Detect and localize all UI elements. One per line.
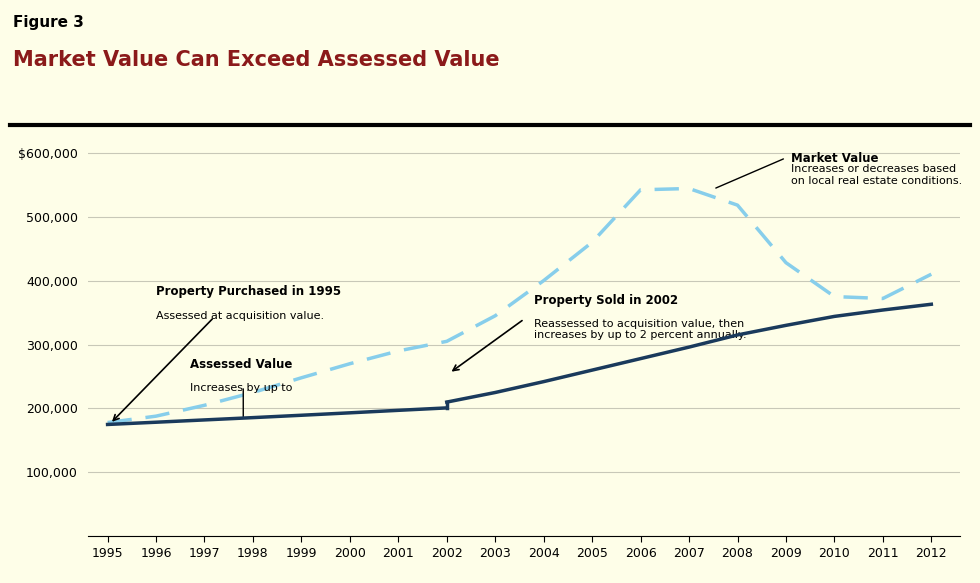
Text: Figure 3: Figure 3 xyxy=(13,15,83,30)
Text: increases by up to 2 percent annually.: increases by up to 2 percent annually. xyxy=(534,331,747,340)
Text: Assessed at acquisition value.: Assessed at acquisition value. xyxy=(156,311,324,321)
Text: on local real estate conditions.: on local real estate conditions. xyxy=(791,177,962,187)
Text: Market Value: Market Value xyxy=(791,152,878,165)
Text: Assessed Value: Assessed Value xyxy=(190,359,292,371)
Text: Property Purchased in 1995: Property Purchased in 1995 xyxy=(156,286,341,298)
Text: Increases by up to: Increases by up to xyxy=(190,383,292,393)
Text: Reassessed to acquisition value, then: Reassessed to acquisition value, then xyxy=(534,319,744,329)
Text: Market Value Can Exceed Assessed Value: Market Value Can Exceed Assessed Value xyxy=(13,50,500,69)
Text: Property Sold in 2002: Property Sold in 2002 xyxy=(534,294,678,307)
Text: Increases or decreases based: Increases or decreases based xyxy=(791,164,956,174)
